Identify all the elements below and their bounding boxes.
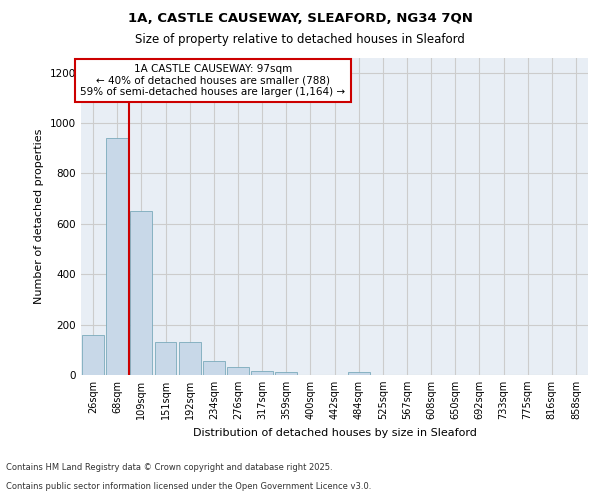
Text: 1A CASTLE CAUSEWAY: 97sqm
← 40% of detached houses are smaller (788)
59% of semi: 1A CASTLE CAUSEWAY: 97sqm ← 40% of detac… [80, 64, 346, 97]
Bar [275, 372, 297, 375]
Bar [130, 211, 152, 375]
Text: Contains public sector information licensed under the Open Government Licence v3: Contains public sector information licen… [6, 482, 371, 491]
Bar [179, 342, 200, 375]
Text: 1A, CASTLE CAUSEWAY, SLEAFORD, NG34 7QN: 1A, CASTLE CAUSEWAY, SLEAFORD, NG34 7QN [128, 12, 472, 26]
Bar [203, 361, 224, 375]
Bar [82, 334, 104, 375]
Bar [155, 342, 176, 375]
Text: Contains HM Land Registry data © Crown copyright and database right 2025.: Contains HM Land Registry data © Crown c… [6, 464, 332, 472]
Bar [106, 138, 128, 375]
Text: Size of property relative to detached houses in Sleaford: Size of property relative to detached ho… [135, 32, 465, 46]
Bar [227, 368, 249, 375]
X-axis label: Distribution of detached houses by size in Sleaford: Distribution of detached houses by size … [193, 428, 476, 438]
Bar [251, 371, 273, 375]
Y-axis label: Number of detached properties: Number of detached properties [34, 128, 44, 304]
Bar [348, 372, 370, 375]
